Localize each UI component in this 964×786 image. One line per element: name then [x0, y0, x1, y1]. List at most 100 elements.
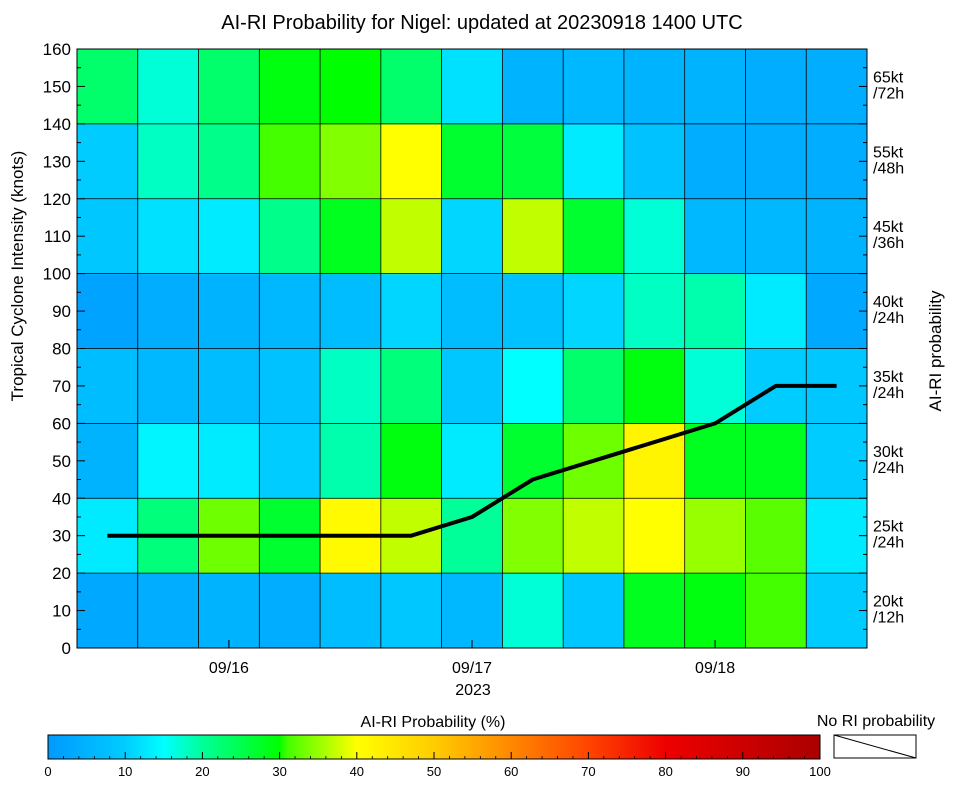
heatmap-cell	[380, 198, 443, 275]
threshold-label: 35kt	[873, 369, 904, 386]
y-tick-label: 30	[52, 527, 71, 546]
heatmap-cell	[198, 273, 260, 349]
heatmap-cell	[623, 273, 686, 349]
heatmap-cell	[745, 123, 807, 200]
heatmap-cell	[259, 573, 321, 649]
heatmap-cell	[441, 123, 503, 200]
heatmap-cell	[259, 49, 321, 125]
heatmap-cell	[137, 273, 200, 349]
heatmap-cell	[684, 198, 746, 275]
heatmap-cell	[745, 273, 807, 349]
heatmap-cell	[806, 573, 868, 649]
heatmap-cell	[502, 423, 564, 499]
heatmap-cell	[563, 198, 625, 275]
heatmap-cell	[77, 198, 139, 275]
y-axis-label: Tropical Cyclone Intensity (knots)	[8, 151, 27, 402]
heatmap-cell	[684, 498, 746, 574]
threshold-label: 30kt	[873, 444, 904, 461]
heatmap-cell	[137, 198, 200, 275]
colorbar-tick-label: 0	[44, 764, 51, 779]
colorbar-tick-label: 100	[809, 764, 831, 779]
heatmap-cell	[380, 573, 443, 649]
y-tick-label: 140	[43, 115, 71, 134]
heatmap-cell	[380, 273, 443, 349]
heatmap-cell	[77, 49, 139, 125]
heatmap-cell	[259, 198, 321, 275]
heatmap-cell	[198, 198, 260, 275]
threshold-label: 25kt	[873, 519, 904, 536]
heatmap-grid	[76, 48, 868, 649]
heatmap-cell	[77, 123, 139, 200]
y-tick-label: 110	[44, 227, 71, 246]
heatmap-cell	[623, 348, 686, 424]
heatmap-cell	[563, 573, 625, 649]
intensity-forecast-line	[107, 383, 837, 538]
heatmap-cell	[623, 123, 686, 200]
colorbar-tick-label: 40	[350, 764, 364, 779]
heatmap-cell	[684, 573, 746, 649]
y-tick-label: 10	[52, 602, 71, 621]
threshold-label: 45kt	[873, 219, 904, 236]
heatmap-cell	[77, 423, 139, 499]
heatmap-cell	[380, 423, 443, 499]
heatmap-cell	[806, 498, 868, 574]
heatmap-cell	[137, 123, 200, 200]
heatmap-cell	[441, 498, 503, 574]
threshold-period: /12h	[873, 610, 904, 627]
heatmap-cell	[320, 573, 382, 649]
heatmap-cell	[502, 198, 564, 275]
heatmap-cell	[441, 273, 503, 349]
y-tick-label: 60	[52, 414, 71, 433]
heatmap-cell	[684, 348, 746, 424]
heatmap-cell	[320, 423, 382, 499]
heatmap-cell	[806, 123, 868, 200]
heatmap-cell	[623, 49, 686, 125]
heatmap-cell	[441, 198, 503, 275]
threshold-period: /36h	[873, 235, 904, 252]
heatmap-cell	[563, 123, 625, 200]
colorbar: 0 10 20 30 40 50 60 70 80 90 100	[44, 734, 831, 779]
heatmap-cell	[441, 348, 503, 424]
heatmap-cell	[320, 123, 382, 200]
heatmap-cell	[502, 573, 564, 649]
heatmap-cell	[684, 273, 746, 349]
threshold-period: /72h	[873, 85, 904, 102]
threshold-period: /48h	[873, 160, 904, 177]
heatmap-cell	[745, 423, 807, 499]
heatmap-cell	[684, 423, 746, 499]
colorbar-tick-label: 70	[581, 764, 595, 779]
heatmap-cell	[259, 348, 321, 424]
heatmap-cell	[77, 573, 139, 649]
ri-threshold-labels: 20kt/12h25kt/24h30kt/24h35kt/24h40kt/24h…	[873, 69, 904, 626]
y-tick-label: 20	[52, 564, 71, 583]
heatmap-cell	[259, 423, 321, 499]
threshold-period: /24h	[873, 460, 904, 477]
heatmap-cell	[502, 49, 564, 125]
heatmap-cell	[684, 123, 746, 200]
heatmap-cell	[745, 573, 807, 649]
heatmap-cell	[441, 49, 503, 125]
heatmap-cell	[623, 198, 686, 275]
heatmap-cell	[320, 198, 382, 275]
heatmap-cell	[623, 498, 686, 574]
no-ri-swatch	[833, 734, 917, 759]
heatmap-cell	[198, 123, 260, 200]
colorbar-tick-label: 50	[427, 764, 441, 779]
heatmap-cell	[806, 198, 868, 275]
heatmap-cell	[380, 123, 443, 200]
heatmap-cell	[563, 348, 625, 424]
heatmap-cell	[198, 423, 260, 499]
heatmap-cell	[198, 348, 260, 424]
x-tick-label: 09/17	[452, 660, 492, 677]
threshold-label: 40kt	[873, 294, 904, 311]
heatmap-cell	[77, 348, 139, 424]
heatmap-cell	[259, 273, 321, 349]
heatmap-cell	[137, 49, 200, 125]
heatmap-cell	[745, 49, 807, 125]
y-tick-label: 80	[52, 340, 71, 359]
heatmap-cell	[502, 348, 564, 424]
heatmap-cell	[320, 273, 382, 349]
x-tick-label: 09/16	[209, 660, 249, 677]
heatmap-cell	[320, 348, 382, 424]
